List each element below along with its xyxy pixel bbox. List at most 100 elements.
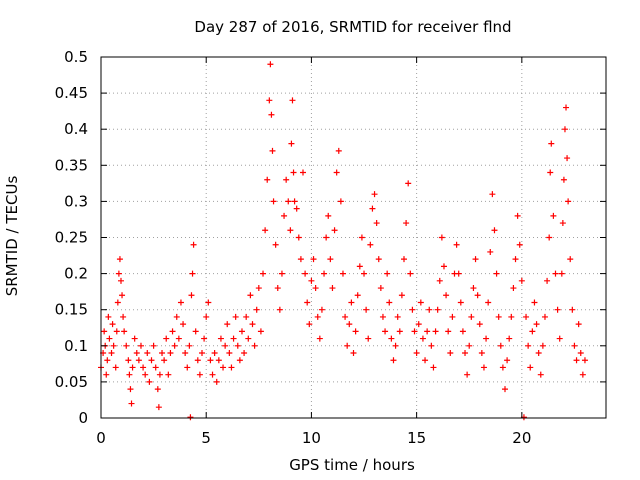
data-point-marker xyxy=(396,328,403,335)
data-point-marker xyxy=(120,313,127,320)
data-point-marker xyxy=(388,335,395,342)
y-tick-label: 0.15 xyxy=(55,301,88,319)
data-point-marker xyxy=(556,335,563,342)
data-point-marker xyxy=(323,234,330,241)
data-point-marker xyxy=(192,328,199,335)
x-tick-label: 15 xyxy=(407,429,426,447)
data-point-marker xyxy=(367,241,374,248)
data-point-marker xyxy=(106,335,113,342)
data-point-marker xyxy=(403,220,410,227)
data-point-marker xyxy=(361,270,368,277)
data-point-marker xyxy=(306,321,313,328)
data-point-marker xyxy=(440,263,447,270)
data-point-marker xyxy=(415,321,422,328)
data-point-marker xyxy=(449,313,456,320)
data-point-marker xyxy=(329,285,336,292)
data-point-marker xyxy=(281,212,288,219)
data-point-marker xyxy=(304,299,311,306)
data-point-marker xyxy=(430,364,437,371)
data-point-marker xyxy=(527,364,534,371)
data-point-marker xyxy=(142,371,149,378)
data-point-marker xyxy=(487,248,494,255)
data-point-marker xyxy=(575,321,582,328)
data-point-marker xyxy=(502,386,508,393)
data-point-marker xyxy=(318,306,325,313)
data-point-marker xyxy=(234,342,241,349)
data-point-marker xyxy=(125,357,132,364)
data-point-marker xyxy=(126,371,133,378)
data-point-marker xyxy=(356,263,363,270)
data-point-marker xyxy=(546,234,553,241)
data-point-marker xyxy=(523,313,530,320)
data-point-marker xyxy=(377,285,384,292)
data-point-marker xyxy=(483,335,490,342)
data-point-marker xyxy=(579,371,586,378)
data-point-marker xyxy=(504,357,511,364)
data-point-marker xyxy=(249,321,256,328)
x-tick-label: 0 xyxy=(96,429,106,447)
data-point-marker xyxy=(117,277,124,284)
data-point-marker xyxy=(365,335,372,342)
data-point-marker xyxy=(169,328,176,335)
data-point-marker xyxy=(512,256,519,263)
data-point-marker xyxy=(205,299,212,306)
data-point-marker xyxy=(539,342,546,349)
data-point-marker xyxy=(544,277,551,284)
data-point-marker xyxy=(163,335,170,342)
y-tick-label: 0.35 xyxy=(55,156,88,174)
data-point-marker xyxy=(394,313,401,320)
data-point-marker xyxy=(201,335,208,342)
data-point-marker xyxy=(148,357,155,364)
data-point-marker xyxy=(103,371,110,378)
data-point-marker xyxy=(417,299,424,306)
chart-title: Day 287 of 2016, SRMTID for receiver fln… xyxy=(194,18,511,36)
data-point-marker xyxy=(224,321,231,328)
ticks-layer xyxy=(100,56,606,419)
data-point-marker xyxy=(559,220,566,227)
data-point-marker xyxy=(333,169,340,176)
data-point-marker xyxy=(499,364,506,371)
data-point-marker xyxy=(211,350,218,357)
grid-layer xyxy=(101,57,606,418)
data-point-marker xyxy=(302,270,309,277)
data-point-marker xyxy=(167,350,174,357)
data-point-marker xyxy=(537,371,544,378)
data-point-marker xyxy=(300,169,306,176)
data-point-marker xyxy=(165,371,172,378)
data-point-marker xyxy=(175,335,182,342)
data-point-marker xyxy=(434,306,441,313)
data-point-marker xyxy=(552,270,559,277)
data-point-marker xyxy=(352,328,359,335)
data-point-marker xyxy=(285,198,292,205)
data-point-marker xyxy=(480,364,487,371)
data-points-layer xyxy=(98,61,588,421)
data-point-marker xyxy=(220,364,227,371)
data-point-marker xyxy=(453,241,460,248)
data-point-marker xyxy=(215,357,222,364)
data-point-marker xyxy=(497,342,504,349)
x-tick-label: 5 xyxy=(201,429,211,447)
data-point-marker xyxy=(288,140,295,147)
data-point-marker xyxy=(173,313,180,320)
data-point-marker xyxy=(558,270,565,277)
data-point-marker xyxy=(371,191,378,198)
data-point-marker xyxy=(203,313,210,320)
data-point-marker xyxy=(516,241,523,248)
data-point-marker xyxy=(274,285,281,292)
data-point-marker xyxy=(312,285,319,292)
data-point-marker xyxy=(217,335,224,342)
data-point-marker xyxy=(392,342,399,349)
data-point-marker xyxy=(407,270,414,277)
data-point-marker xyxy=(131,335,138,342)
data-point-marker xyxy=(283,176,290,183)
data-point-marker xyxy=(159,350,166,357)
data-point-marker xyxy=(308,277,315,284)
data-point-marker xyxy=(291,198,298,205)
data-point-marker xyxy=(272,241,279,248)
data-point-marker xyxy=(401,256,407,263)
data-point-marker xyxy=(335,147,342,154)
data-point-marker xyxy=(339,270,346,277)
data-point-marker xyxy=(506,335,513,342)
data-point-marker xyxy=(424,328,431,335)
